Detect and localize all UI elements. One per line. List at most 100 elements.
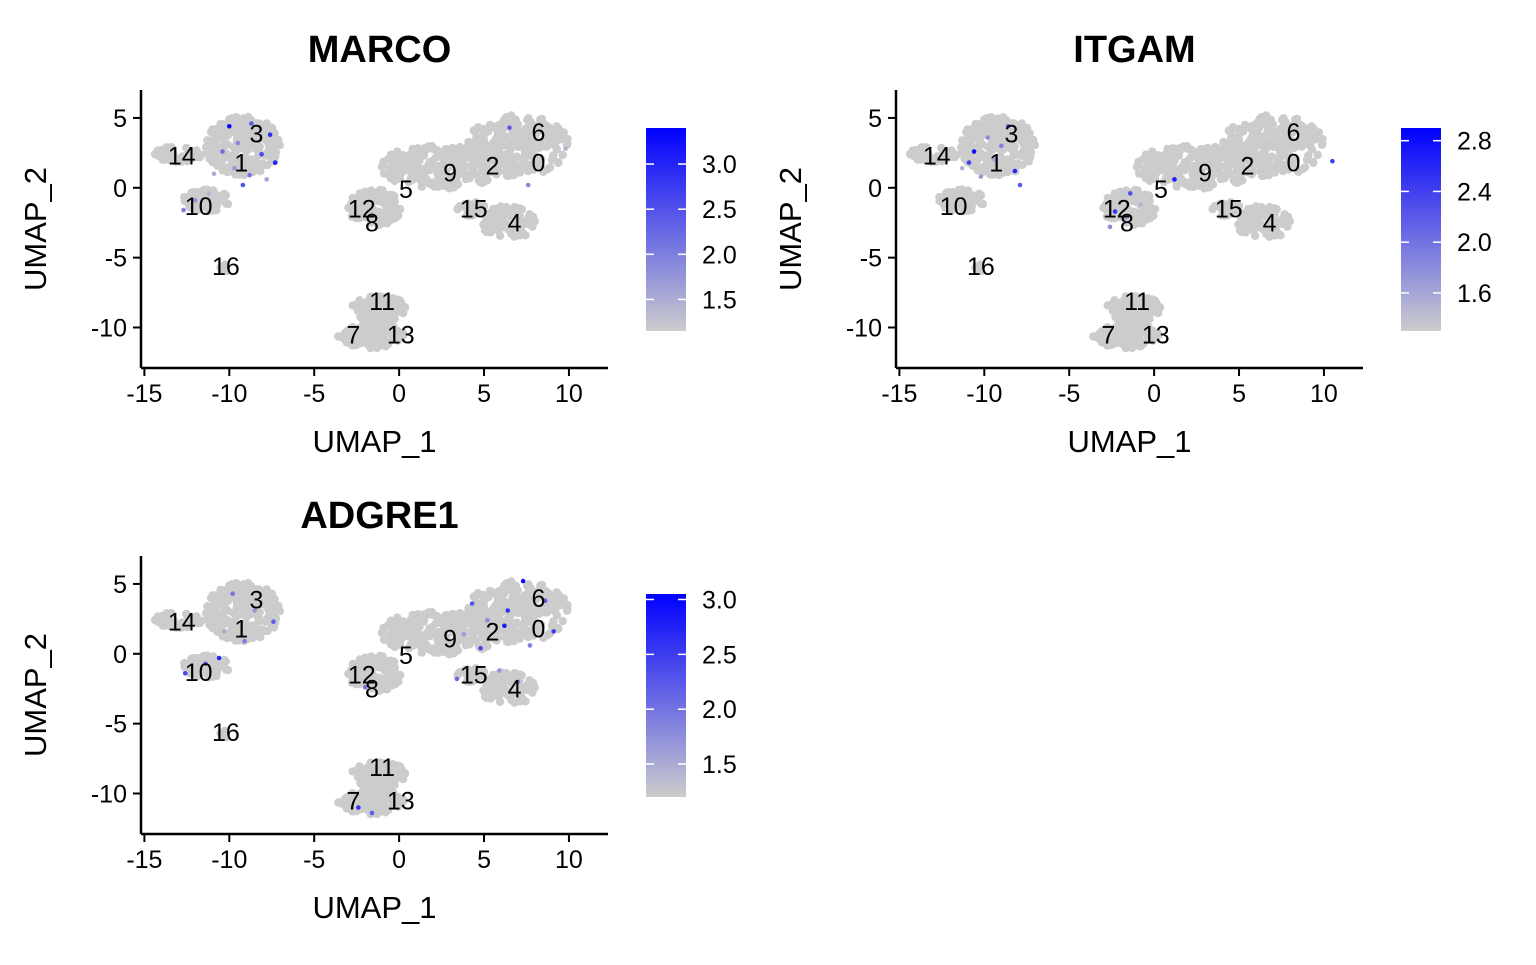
cluster-label: 14 [168, 609, 196, 637]
cluster-label: 7 [1101, 322, 1115, 350]
y-axis-label: UMAP_2 [18, 633, 53, 757]
background-cell [445, 183, 455, 192]
background-cell [256, 131, 265, 141]
background-cell [484, 593, 493, 602]
background-cell [483, 212, 493, 221]
background-cell [516, 602, 525, 611]
background-cell [471, 198, 480, 207]
expressing-cell [1012, 168, 1018, 174]
colorbar [1401, 128, 1441, 331]
background-cell [1267, 123, 1276, 132]
cluster-label: 4 [1263, 210, 1277, 238]
background-cell [1168, 144, 1178, 153]
cluster-label: 6 [531, 585, 545, 613]
background-cell [514, 216, 523, 225]
expressing-cell [1138, 202, 1143, 207]
background-cell [377, 295, 387, 305]
background-cell [182, 143, 191, 153]
background-cell [523, 214, 532, 223]
background-cell [1140, 207, 1149, 216]
expressing-cell [272, 160, 278, 165]
background-cell [497, 136, 507, 145]
background-cell [218, 590, 227, 599]
background-cell [947, 146, 956, 155]
background-cell [978, 199, 988, 209]
background-cell [419, 617, 428, 626]
background-cell [908, 146, 917, 155]
expressing-cell [985, 135, 990, 140]
background-cell [425, 631, 434, 641]
background-cell [1180, 179, 1189, 188]
background-cell [360, 323, 370, 333]
background-cell [504, 583, 513, 592]
background-cell [558, 150, 567, 160]
background-cell [348, 301, 357, 310]
background-cell [512, 123, 521, 132]
background-cell [480, 226, 490, 235]
background-cell [952, 202, 961, 211]
background-cell [374, 193, 384, 202]
background-cell [520, 153, 529, 163]
background-cell [211, 620, 220, 629]
background-cell [434, 616, 444, 626]
expressing-cell [249, 121, 254, 126]
background-cell [366, 199, 375, 208]
background-cell [940, 203, 949, 212]
background-cell [1123, 330, 1132, 339]
background-cell [1200, 183, 1210, 192]
expressing-cell [1172, 177, 1177, 182]
background-cell [225, 115, 234, 124]
background-cell [1148, 150, 1158, 160]
cluster-label: 15 [1215, 196, 1243, 224]
background-cell [489, 670, 498, 680]
background-cell [262, 602, 271, 611]
background-cell [921, 155, 930, 165]
colorbar-tick-label: 2.8 [1457, 128, 1492, 156]
background-cell [1235, 226, 1245, 235]
background-cell [237, 159, 246, 169]
x-tick-label: 5 [477, 846, 491, 874]
background-cell [973, 166, 982, 175]
panel-title: ITGAM [1073, 29, 1195, 71]
expressing-cell [220, 149, 225, 154]
background-cell [236, 605, 245, 614]
colorbar-tick-label: 3.0 [702, 151, 737, 179]
background-cell [361, 187, 370, 196]
expressing-cell [971, 149, 977, 154]
background-cell [253, 125, 262, 134]
y-tick-label: -5 [105, 711, 127, 739]
expressing-cell [271, 619, 276, 624]
background-cell [379, 626, 388, 635]
background-cell [1278, 214, 1287, 223]
background-cell [368, 796, 377, 805]
background-cell [379, 169, 389, 178]
background-cell [473, 589, 483, 598]
background-cell [479, 160, 489, 169]
background-cell [547, 131, 556, 141]
cluster-label: 10 [940, 193, 968, 221]
background-cell [353, 306, 363, 316]
background-cell [494, 220, 503, 229]
background-cell [1271, 161, 1280, 170]
background-cell [962, 127, 971, 137]
background-cell [368, 330, 377, 339]
cluster-label: 15 [460, 196, 488, 224]
expressing-cell [247, 172, 252, 178]
expressing-cell [469, 601, 475, 606]
y-tick-label: -10 [91, 314, 127, 342]
expressing-cell [216, 655, 222, 661]
cluster-label: 10 [185, 659, 213, 687]
background-cell [419, 151, 428, 160]
x-tick-label: -15 [881, 380, 917, 408]
background-cell [220, 134, 229, 143]
background-cell [526, 147, 535, 157]
background-cell [385, 198, 395, 207]
background-cell [382, 219, 392, 228]
x-tick-label: 10 [555, 846, 583, 874]
background-cell [494, 686, 503, 695]
background-cell [529, 138, 538, 147]
background-cell [255, 142, 264, 151]
colorbar-tick-label: 3.0 [702, 586, 737, 614]
